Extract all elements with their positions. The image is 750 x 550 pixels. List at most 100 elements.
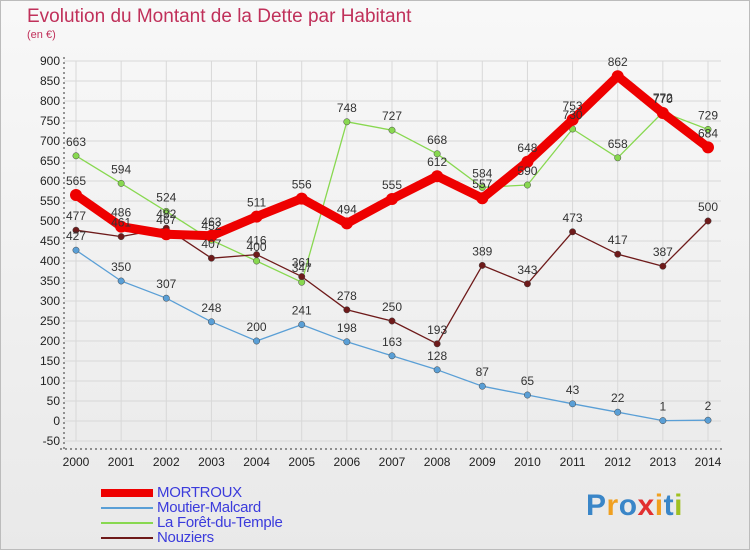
y-tick-label: 600	[40, 174, 60, 188]
data-point	[160, 228, 173, 241]
legend-label: Nouziers	[157, 529, 214, 546]
logo-letter: P	[586, 489, 607, 522]
data-label: 862	[608, 55, 628, 69]
data-label: 565	[66, 174, 86, 188]
data-point	[343, 306, 351, 314]
data-point	[386, 193, 398, 205]
legend-swatch	[101, 521, 153, 524]
x-tick-label: 2014	[695, 455, 722, 469]
data-label: 748	[337, 101, 357, 115]
legend-item-moutier-malcard: Moutier-Malcard	[101, 500, 283, 515]
data-point	[704, 217, 712, 225]
data-point	[566, 113, 579, 126]
data-label: 663	[66, 135, 86, 149]
data-label: 278	[337, 289, 357, 303]
data-label: 524	[156, 190, 176, 204]
y-tick-label: 400	[40, 254, 60, 268]
legend-label: Moutier-Malcard	[157, 499, 261, 516]
logo-letter: t	[663, 489, 675, 522]
data-label: 2	[705, 399, 712, 413]
x-tick-label: 2000	[63, 455, 90, 469]
series-layer	[70, 70, 714, 425]
data-point	[117, 277, 125, 285]
data-point	[253, 257, 261, 265]
x-tick-label: 2012	[604, 455, 631, 469]
data-point	[388, 352, 396, 360]
data-point	[340, 217, 353, 230]
legend-swatch	[101, 536, 153, 539]
y-tick-label: 700	[40, 134, 60, 148]
y-tick-label: 450	[40, 234, 60, 248]
data-point	[611, 70, 624, 83]
data-label: 463	[201, 215, 221, 229]
data-point	[704, 125, 712, 133]
data-label: 452	[201, 219, 221, 233]
y-tick-label: 800	[40, 94, 60, 108]
data-label: 461	[111, 216, 131, 230]
y-tick-label: 300	[40, 294, 60, 308]
data-label: 198	[337, 321, 357, 335]
y-tick-label: 850	[40, 74, 60, 88]
data-label: 416	[247, 234, 267, 248]
x-tick-label: 2011	[560, 455, 586, 469]
y-tick-label: 900	[40, 54, 60, 68]
x-tick-label: 2005	[288, 455, 315, 469]
data-point	[478, 261, 486, 269]
data-point	[478, 183, 486, 191]
data-point	[162, 294, 170, 302]
data-point	[614, 250, 622, 258]
data-label: 511	[247, 196, 266, 210]
data-label: 193	[427, 323, 447, 337]
data-point	[614, 408, 622, 416]
y-tick-label: 350	[40, 274, 60, 288]
data-label: 584	[472, 166, 492, 180]
data-point	[476, 192, 489, 205]
legend-item-mortroux: MORTROUX	[101, 485, 283, 500]
data-point	[253, 337, 261, 345]
data-label: 555	[382, 178, 402, 192]
data-label: 65	[521, 374, 535, 388]
data-point	[656, 107, 669, 119]
data-label: 467	[156, 213, 176, 227]
data-label: 389	[472, 244, 492, 258]
y-tick-label: 150	[40, 354, 60, 368]
data-label: 427	[66, 229, 86, 243]
data-label: 163	[382, 335, 402, 349]
data-point	[659, 262, 667, 270]
labels-layer: 565 486 467 463 511 556 494 555 612 557 648 753 862 7…	[66, 55, 718, 413]
data-label: 250	[382, 300, 402, 314]
y-tick-label: 500	[40, 214, 60, 228]
data-label: 417	[608, 233, 628, 247]
data-label: 407	[201, 237, 221, 251]
data-point	[433, 366, 441, 374]
x-tick-label: 2004	[243, 455, 270, 469]
data-point	[117, 233, 125, 241]
legend-swatch	[101, 506, 153, 509]
x-tick-label: 2001	[108, 455, 135, 469]
data-point	[70, 189, 82, 201]
data-label: 477	[66, 209, 86, 223]
data-label: 557	[472, 177, 492, 191]
data-label: 248	[201, 301, 221, 315]
data-label: 590	[517, 164, 537, 178]
data-point	[72, 226, 80, 234]
data-label: 307	[156, 277, 176, 291]
x-tick-label: 2010	[514, 455, 541, 469]
data-point	[72, 152, 80, 160]
y-tick-label: 750	[40, 114, 60, 128]
data-point	[72, 246, 80, 254]
data-point	[298, 321, 306, 329]
data-label: 486	[111, 206, 131, 220]
data-label: 400	[247, 240, 267, 254]
y-tick-label: 200	[40, 334, 60, 348]
chart-title: Evolution du Montant de la Dette par Hab…	[27, 6, 412, 27]
x-tick-label: 2002	[153, 455, 180, 469]
data-point	[343, 118, 351, 126]
data-point	[523, 181, 531, 189]
data-point	[523, 280, 531, 288]
legend: MORTROUX Moutier-Malcard La Forêt-du-Tem…	[101, 485, 283, 545]
data-point	[523, 391, 531, 399]
data-label: 730	[563, 108, 583, 122]
data-label: 343	[517, 263, 537, 277]
